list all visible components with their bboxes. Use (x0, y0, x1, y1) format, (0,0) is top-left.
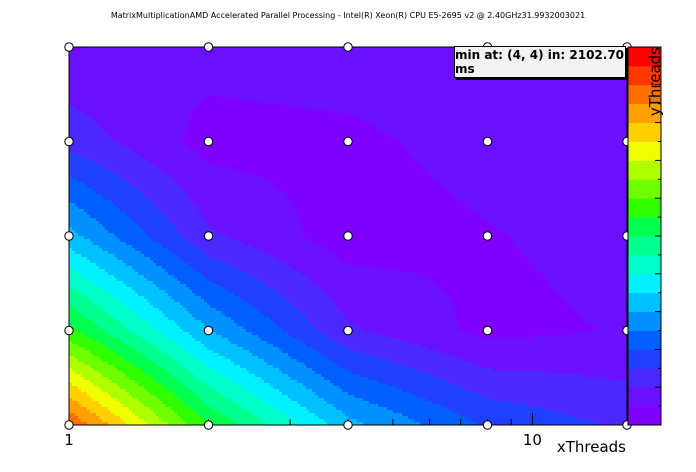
grid-point-marker (343, 420, 353, 430)
colorbar-segment (628, 141, 661, 161)
color-scale-bar (627, 46, 662, 426)
minimum-annotation-text: min at: (4, 4) in: 2102.70 ms (455, 48, 625, 76)
colorbar-segment (628, 292, 661, 312)
minimum-annotation-box: min at: (4, 4) in: 2102.70 ms (454, 46, 626, 78)
grid-point-marker (482, 136, 493, 147)
colorbar-segment (628, 160, 661, 180)
grid-point-marker (64, 136, 74, 147)
colorbar-segment (628, 406, 661, 426)
x-axis-label: xThreads (557, 438, 626, 456)
grid-point-marker (64, 325, 74, 336)
grid-point-marker (482, 325, 493, 336)
grid-point-marker (482, 231, 493, 241)
grid-point-marker (343, 42, 353, 52)
grid-point-marker (203, 420, 214, 430)
colorbar-segment (628, 179, 661, 199)
grid-point-marker (343, 136, 353, 147)
colorbar-segment (628, 84, 661, 105)
y-axis-label: yThreads (646, 47, 664, 116)
colorbar-segment (628, 122, 661, 142)
chart-title: MatrixMultiplicationAMD Accelerated Para… (111, 11, 585, 20)
colorbar-segment (628, 273, 661, 294)
colorbar-segment (628, 330, 661, 350)
grid-point-marker (64, 231, 74, 241)
colorbar-segment (628, 349, 661, 369)
x-tick-label: 10 (523, 431, 542, 449)
grid-point-marker (203, 42, 214, 52)
grid-point-marker (203, 136, 214, 147)
grid-point-marker (64, 420, 74, 430)
colorbar-segment (628, 103, 661, 123)
grid-point-marker (343, 231, 353, 241)
heatmap-surface (69, 47, 627, 425)
colorbar-segment (628, 368, 661, 388)
colorbar-segment (628, 254, 661, 275)
grid-point-marker (203, 231, 214, 241)
colorbar-segment (628, 47, 661, 67)
colorbar-segment (628, 65, 661, 86)
colorbar-segment (628, 311, 661, 331)
colorbar-segment (628, 387, 661, 407)
colorbar-segment (628, 236, 661, 256)
grid-point-marker (64, 42, 74, 52)
x-axis: 1 10 (64, 413, 542, 449)
grid-point-marker (482, 420, 493, 430)
grid-point-marker (203, 325, 214, 336)
x-tick-label: 1 (64, 431, 74, 449)
grid-point-marker (343, 325, 353, 336)
colorbar-segment (628, 217, 661, 237)
colorbar-segment (628, 198, 661, 218)
